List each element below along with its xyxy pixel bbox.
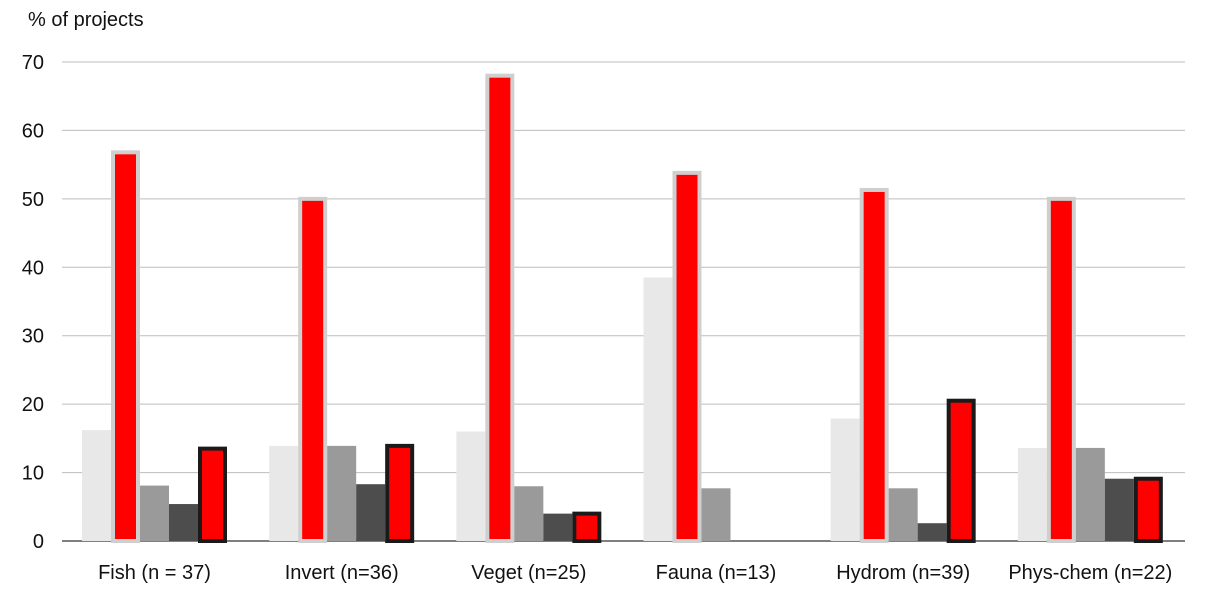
bar bbox=[543, 513, 573, 541]
bar bbox=[888, 488, 918, 541]
bar bbox=[1075, 447, 1105, 541]
bar bbox=[298, 196, 328, 543]
category-labels: Fish (n = 37) Invert (n=36) Veget (n=25) Fa… bbox=[98, 562, 1172, 584]
bar bbox=[830, 418, 860, 541]
bar bbox=[917, 523, 947, 541]
y-tick-label: 20 bbox=[22, 394, 44, 416]
y-tick-label: 30 bbox=[22, 326, 44, 348]
bar bbox=[169, 504, 198, 541]
y-axis-label: % of projects bbox=[28, 9, 144, 31]
bar bbox=[672, 170, 702, 543]
bar bbox=[859, 187, 889, 543]
bar bbox=[485, 73, 515, 544]
y-tick-labels: 0 10 20 30 40 50 60 70 bbox=[22, 52, 44, 553]
bar bbox=[572, 511, 602, 544]
bar bbox=[140, 485, 169, 541]
y-tick-label: 70 bbox=[22, 52, 44, 74]
gridlines bbox=[62, 61, 1185, 542]
category-label: Invert (n=36) bbox=[285, 562, 399, 584]
y-tick-label: 40 bbox=[22, 257, 44, 279]
bar bbox=[1133, 476, 1163, 544]
y-tick-label: 60 bbox=[22, 120, 44, 142]
category-label: Fish (n = 37) bbox=[98, 562, 211, 584]
bar bbox=[701, 488, 731, 541]
bar bbox=[643, 277, 673, 541]
category-label: Hydrom (n=39) bbox=[836, 562, 970, 584]
bar bbox=[1104, 478, 1134, 541]
bar bbox=[946, 398, 976, 543]
bar bbox=[269, 445, 299, 541]
y-tick-label: 10 bbox=[22, 463, 44, 485]
category-label: Fauna (n=13) bbox=[656, 562, 777, 584]
bar bbox=[82, 430, 111, 541]
bar bbox=[198, 446, 227, 543]
bar bbox=[356, 484, 386, 541]
y-tick-label: 50 bbox=[22, 189, 44, 211]
bar bbox=[111, 150, 140, 543]
bar bbox=[456, 431, 486, 541]
bar bbox=[1017, 447, 1047, 541]
category-label: Veget (n=25) bbox=[471, 562, 586, 584]
category-label: Phys-chem (n=22) bbox=[1008, 562, 1172, 584]
bar bbox=[514, 486, 544, 541]
bar bbox=[327, 445, 357, 541]
bar bbox=[385, 443, 415, 543]
bar bbox=[1046, 196, 1076, 543]
y-tick-label: 0 bbox=[33, 531, 44, 553]
bars bbox=[82, 73, 1163, 544]
